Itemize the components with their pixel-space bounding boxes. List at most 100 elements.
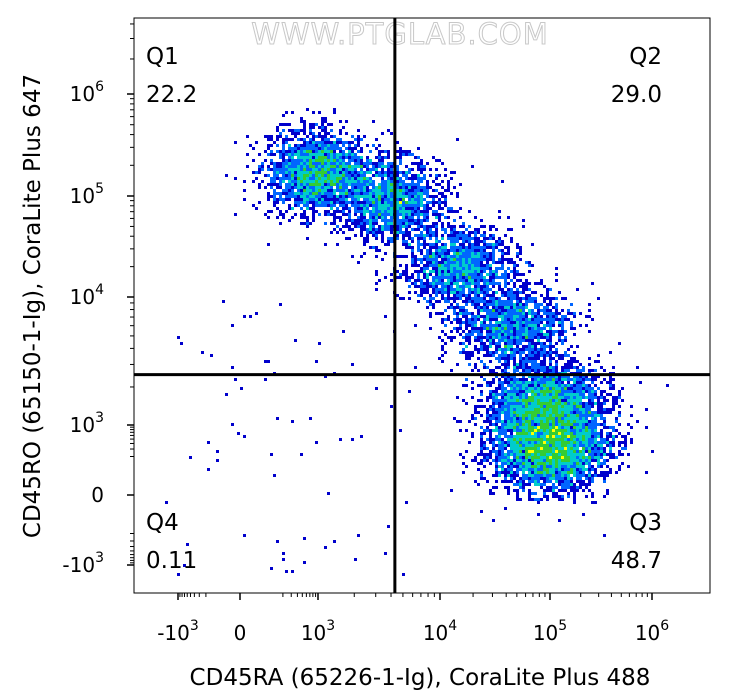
event-dot: [537, 378, 540, 381]
event-dot: [555, 279, 558, 282]
event-dot: [435, 279, 438, 282]
event-dot: [570, 459, 573, 462]
event-dot: [429, 300, 432, 303]
event-dot: [462, 288, 465, 291]
event-dot: [453, 219, 456, 222]
event-dot: [405, 255, 408, 258]
event-dot: [531, 453, 534, 456]
x-tick-label: 106: [635, 618, 669, 645]
event-dot: [501, 291, 504, 294]
event-dot: [495, 474, 498, 477]
event-dot: [279, 192, 282, 195]
event-dot: [543, 471, 546, 474]
event-dot: [528, 348, 531, 351]
event-dot: [516, 471, 519, 474]
event-dot: [579, 474, 582, 477]
event-dot: [459, 183, 462, 186]
event-dot: [330, 201, 333, 204]
event-dot: [528, 390, 531, 393]
event-dot: [504, 276, 507, 279]
event-dot: [552, 438, 555, 441]
event-dot: [510, 462, 513, 465]
event-dot: [252, 204, 255, 207]
event-dot: [399, 180, 402, 183]
event-dot: [594, 420, 597, 423]
event-dot: [405, 183, 408, 186]
event-dot: [576, 399, 579, 402]
event-dot: [342, 192, 345, 195]
event-dot: [528, 384, 531, 387]
event-dot: [567, 423, 570, 426]
event-dot: [375, 213, 378, 216]
event-dot: [591, 444, 594, 447]
event-dot: [339, 204, 342, 207]
event-dot: [276, 171, 279, 174]
event-dot: [552, 456, 555, 459]
event-dot: [549, 333, 552, 336]
event-dot: [453, 309, 456, 312]
event-dot: [294, 183, 297, 186]
event-dot: [588, 438, 591, 441]
event-dot: [573, 453, 576, 456]
event-dot: [603, 447, 606, 450]
event-dot: [276, 186, 279, 189]
event-dot: [303, 150, 306, 153]
event-dot: [549, 318, 552, 321]
event-dot: [525, 426, 528, 429]
event-dot: [381, 171, 384, 174]
event-dot: [342, 165, 345, 168]
event-dot: [588, 390, 591, 393]
event-dot: [276, 177, 279, 180]
event-dot: [606, 459, 609, 462]
event-dot: [471, 291, 474, 294]
event-dot: [318, 126, 321, 129]
event-dot: [360, 171, 363, 174]
event-dot: [402, 186, 405, 189]
event-dot: [525, 288, 528, 291]
event-dot: [465, 252, 468, 255]
event-dot: [330, 198, 333, 201]
event-dot: [462, 249, 465, 252]
event-dot: [474, 306, 477, 309]
event-dot: [408, 237, 411, 240]
event-dot: [309, 159, 312, 162]
event-dot: [495, 267, 498, 270]
event-dot: [576, 408, 579, 411]
event-dot: [354, 198, 357, 201]
event-dot: [522, 450, 525, 453]
event-dot: [381, 174, 384, 177]
event-dot: [531, 456, 534, 459]
event-dot: [561, 342, 564, 345]
event-dot: [534, 315, 537, 318]
event-dot: [312, 195, 315, 198]
event-dot: [567, 405, 570, 408]
event-dot: [543, 465, 546, 468]
event-dot: [468, 273, 471, 276]
event-dot: [453, 228, 456, 231]
event-dot: [558, 495, 561, 498]
event-dot: [603, 417, 606, 420]
event-dot: [513, 477, 516, 480]
event-dot: [543, 417, 546, 420]
event-dot: [288, 189, 291, 192]
event-dot: [465, 285, 468, 288]
event-dot: [519, 381, 522, 384]
event-dot: [465, 282, 468, 285]
event-dot: [522, 351, 525, 354]
event-dot: [345, 195, 348, 198]
event-dot: [291, 168, 294, 171]
event-dot: [384, 192, 387, 195]
event-dot: [456, 303, 459, 306]
event-dot: [516, 309, 519, 312]
event-dot: [486, 291, 489, 294]
event-dot: [429, 264, 432, 267]
event-dot: [294, 192, 297, 195]
event-dot: [501, 327, 504, 330]
event-dot: [375, 219, 378, 222]
event-dot: [546, 303, 549, 306]
event-dot: [600, 414, 603, 417]
event-dot: [489, 225, 492, 228]
event-dot: [528, 429, 531, 432]
event-dot: [321, 153, 324, 156]
event-dot: [354, 168, 357, 171]
